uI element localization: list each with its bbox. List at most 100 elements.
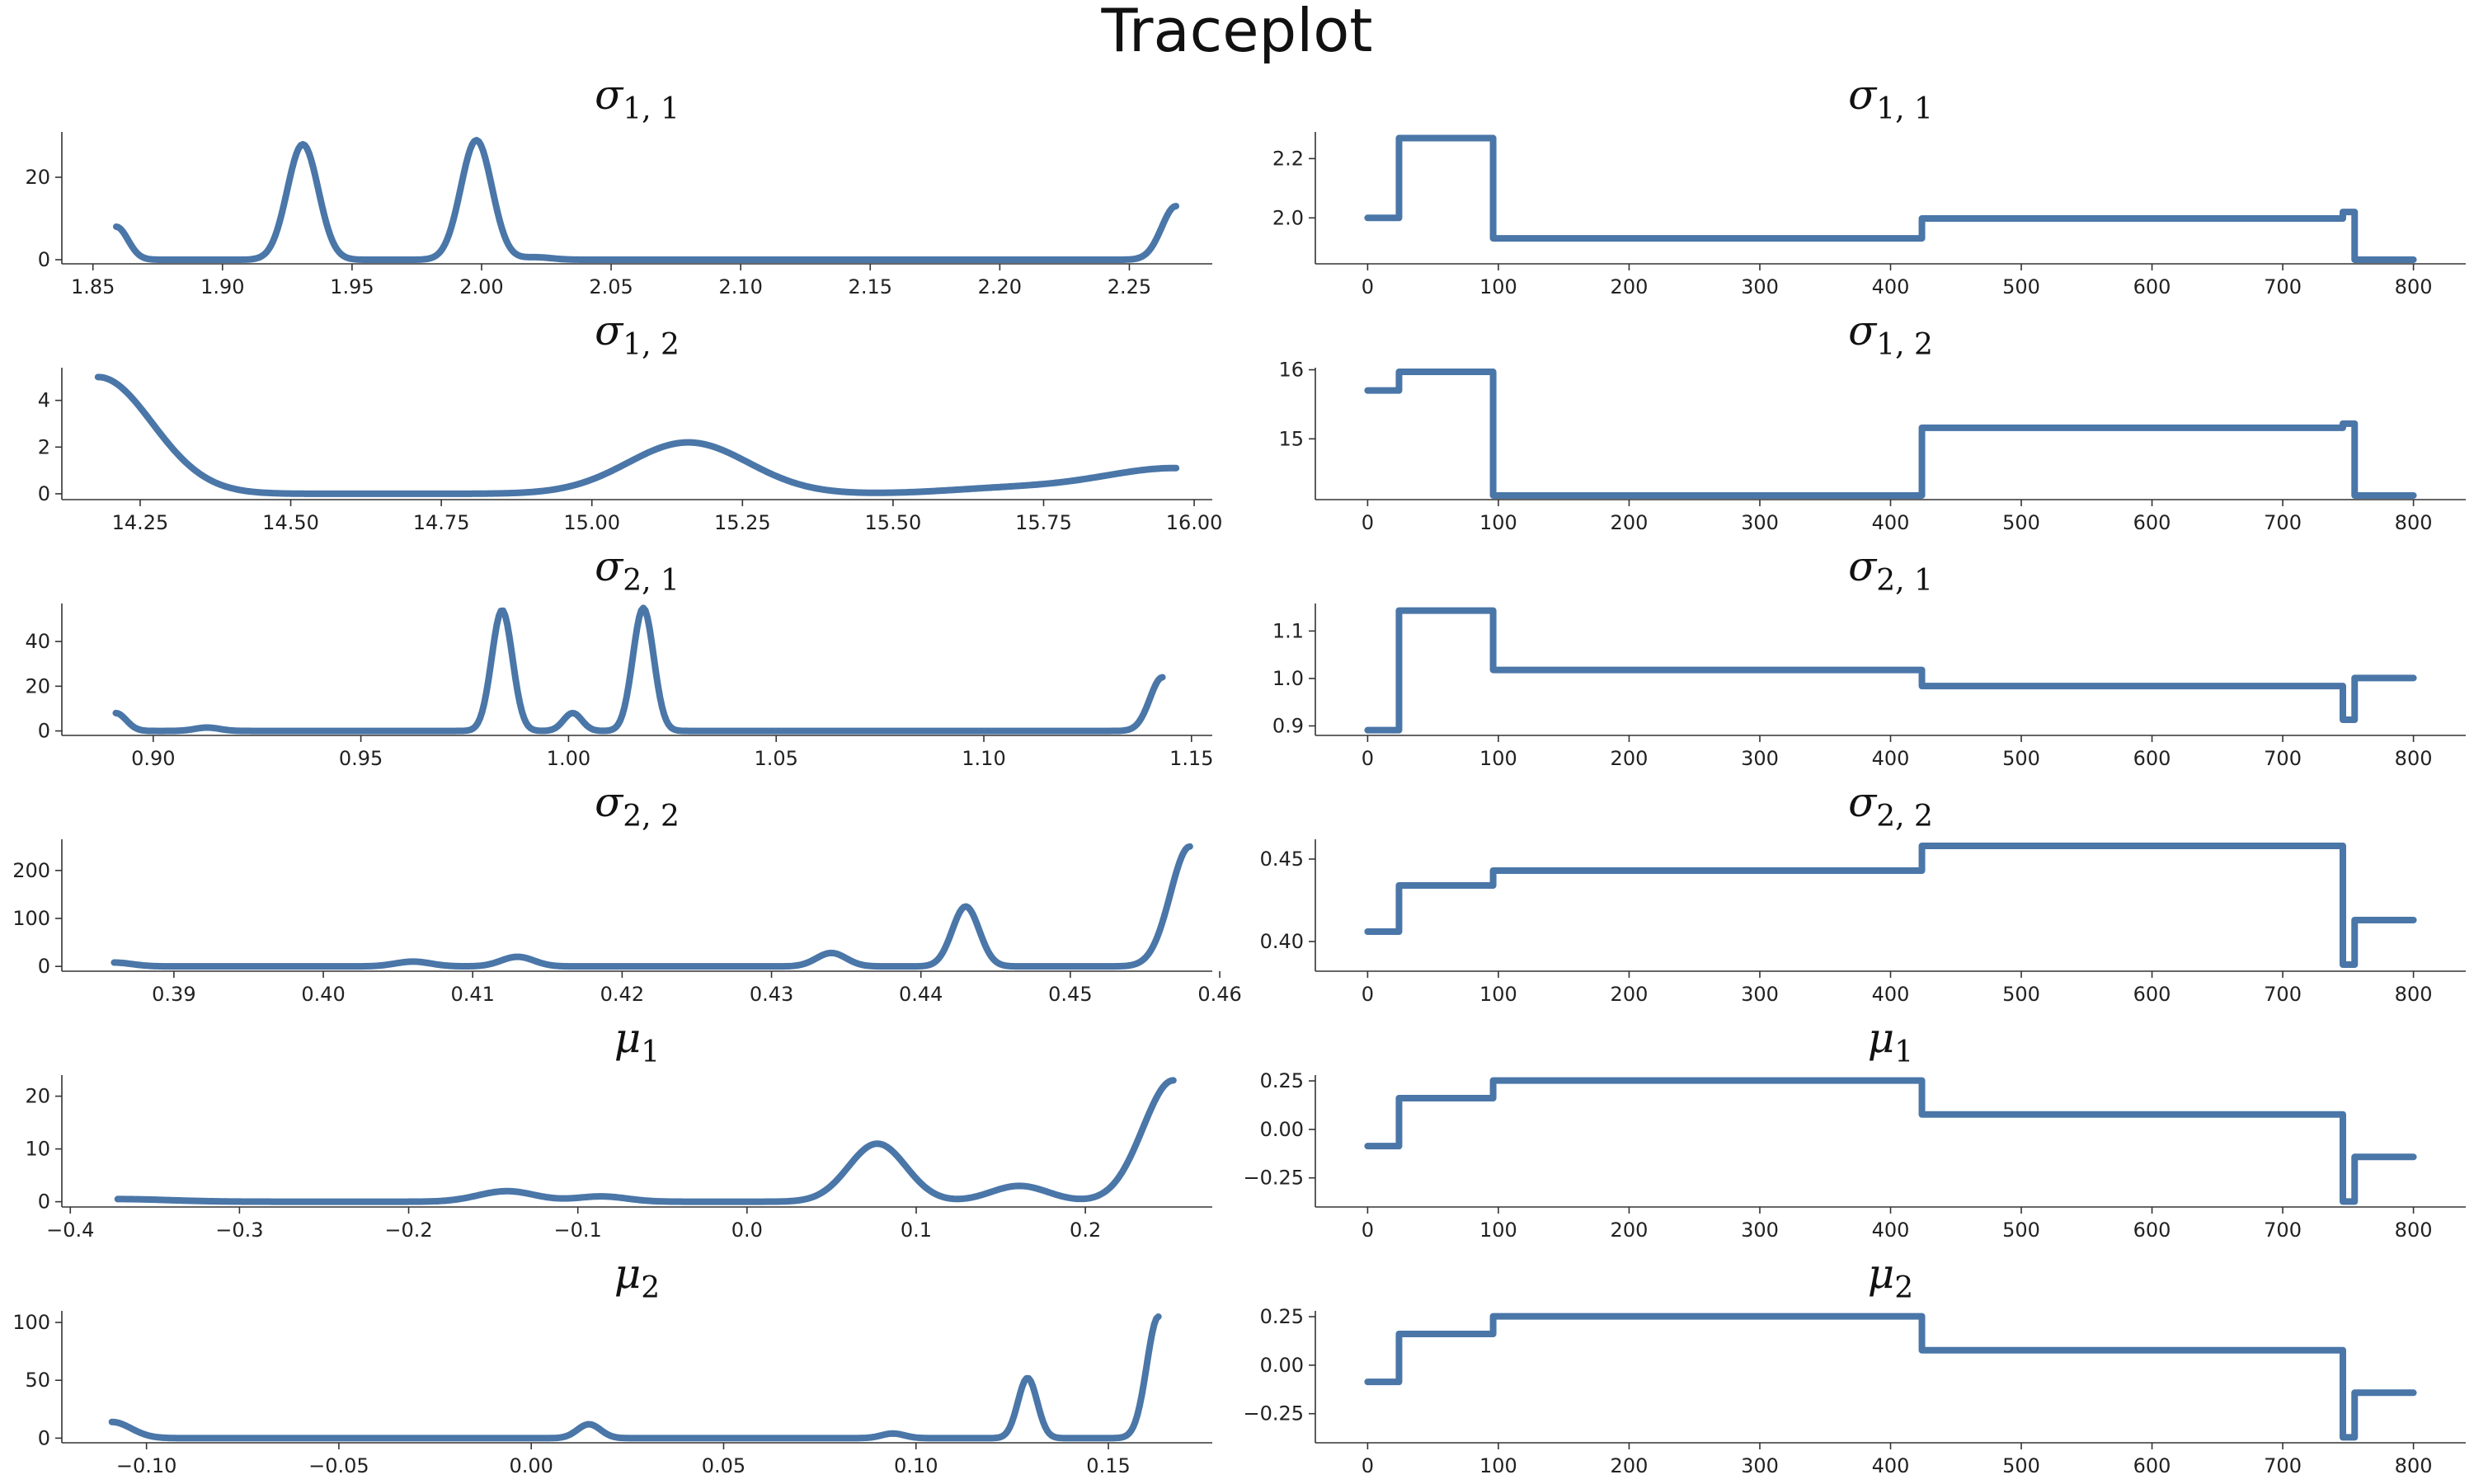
y-tick-label: 2 <box>38 435 50 458</box>
x-tick-label: 600 <box>2133 1454 2171 1477</box>
x-tick-label: 14.50 <box>262 511 319 534</box>
x-tick-label: 15.50 <box>865 511 922 534</box>
x-tick-label: 0.15 <box>1086 1454 1130 1477</box>
param-subscript: 1, 1 <box>1876 92 1933 126</box>
density-curve <box>114 1077 1177 1205</box>
x-tick-label: 800 <box>2395 511 2433 534</box>
y-tick-label: 2.0 <box>1272 206 1304 229</box>
x-tick-label: 100 <box>1479 983 1517 1006</box>
y-tick-label: 200 <box>12 859 50 882</box>
density-curve <box>94 373 1180 497</box>
x-tick-label: 0.40 <box>301 983 345 1006</box>
param-symbol: μ <box>614 1250 642 1298</box>
x-tick-label: 600 <box>2133 511 2171 534</box>
param-symbol: σ <box>595 542 624 590</box>
param-symbol: σ <box>1848 778 1878 826</box>
y-tick-label: 0 <box>38 720 50 743</box>
x-tick-label: 2.10 <box>718 275 762 298</box>
x-tick-label: 300 <box>1741 275 1779 298</box>
x-tick-label: 0.00 <box>509 1454 553 1477</box>
panel-title: μ2 <box>614 1250 660 1305</box>
x-tick-label: 500 <box>2002 983 2040 1006</box>
x-tick-label: 15.00 <box>563 511 620 534</box>
panel-trace-row-2: σ1, 2 0 100 200 300 400 500 600 700 800 15 16 <box>1278 307 2466 534</box>
x-tick-label: 16.00 <box>1166 511 1223 534</box>
y-tick-label: 10 <box>25 1138 50 1161</box>
x-tick-label: 400 <box>1872 275 1910 298</box>
x-tick-label: 1.85 <box>71 275 115 298</box>
param-subscript: 2, 1 <box>623 564 680 598</box>
x-tick-label: 2.25 <box>1108 275 1151 298</box>
x-tick-label: 1.05 <box>754 747 797 770</box>
panel-trace-row-3: σ2, 1 0 100 200 300 400 500 600 700 800 0.9 1.0 1.1 <box>1272 542 2466 770</box>
x-tick-label: 14.25 <box>112 511 169 534</box>
x-tick-label: 200 <box>1611 747 1649 770</box>
x-tick-label: 0.90 <box>131 747 175 770</box>
x-tick-label: 2.05 <box>589 275 633 298</box>
x-tick-label: 500 <box>2002 511 2040 534</box>
x-tick-label: 0.0 <box>731 1219 763 1242</box>
param-subscript: 1, 2 <box>623 328 680 362</box>
y-tick-label: 0.25 <box>1260 1305 1304 1328</box>
x-tick-label: 500 <box>2002 1219 2040 1242</box>
x-tick-label: 0.10 <box>894 1454 938 1477</box>
x-tick-label: 0 <box>1362 747 1374 770</box>
x-tick-label: 100 <box>1479 1454 1517 1477</box>
param-symbol: μ <box>614 1014 642 1062</box>
y-tick-label: 0.9 <box>1272 714 1304 737</box>
panel-title: σ1, 1 <box>595 71 680 126</box>
y-tick-label: 0 <box>38 955 50 978</box>
x-tick-label: 0.05 <box>702 1454 745 1477</box>
param-subscript: 2, 2 <box>1876 800 1933 834</box>
x-tick-label: 0.42 <box>600 983 644 1006</box>
x-tick-label: 15.25 <box>714 511 771 534</box>
trace-line <box>1364 1313 2417 1441</box>
x-tick-label: 400 <box>1872 1219 1910 1242</box>
x-tick-label: 400 <box>1872 511 1910 534</box>
x-tick-label: 0.95 <box>339 747 383 770</box>
x-tick-label: 14.75 <box>413 511 470 534</box>
x-tick-label: 700 <box>2264 983 2302 1006</box>
x-tick-label: 500 <box>2002 747 2040 770</box>
x-tick-label: 1.95 <box>330 275 374 298</box>
density-curve <box>111 843 1193 970</box>
y-tick-label: 0 <box>38 1426 50 1449</box>
x-tick-label: 600 <box>2133 275 2171 298</box>
y-tick-label: 2.2 <box>1272 147 1304 170</box>
y-tick-label: 100 <box>12 907 50 930</box>
y-tick-label: 0 <box>38 482 50 505</box>
x-tick-label: 400 <box>1872 747 1910 770</box>
x-tick-label: 800 <box>2395 275 2433 298</box>
x-tick-label: 200 <box>1611 511 1649 534</box>
x-tick-label: 400 <box>1872 983 1910 1006</box>
panel-title: μ1 <box>614 1014 660 1069</box>
x-tick-label: 700 <box>2264 747 2302 770</box>
param-subscript: 1 <box>1894 1036 1913 1069</box>
param-symbol: σ <box>595 71 624 119</box>
x-tick-label: 200 <box>1611 1454 1649 1477</box>
x-tick-label: 1.90 <box>200 275 244 298</box>
x-tick-label: 0.44 <box>899 983 943 1006</box>
x-tick-label: −0.1 <box>554 1219 602 1242</box>
panel-title: σ1, 2 <box>595 307 680 362</box>
y-tick-label: 1.0 <box>1272 667 1304 690</box>
x-tick-label: −0.05 <box>308 1454 369 1477</box>
y-tick-label: 4 <box>38 389 50 412</box>
x-tick-label: 0.39 <box>152 983 195 1006</box>
x-tick-label: 0 <box>1362 1454 1374 1477</box>
x-tick-label: 500 <box>2002 275 2040 298</box>
x-tick-label: 300 <box>1741 511 1779 534</box>
x-tick-label: 100 <box>1479 511 1517 534</box>
x-tick-label: 0.45 <box>1048 983 1092 1006</box>
y-tick-label: −0.25 <box>1243 1402 1304 1425</box>
panel-title: σ1, 1 <box>1848 71 1933 126</box>
x-tick-label: 2.15 <box>849 275 892 298</box>
y-tick-label: 20 <box>25 674 50 697</box>
x-tick-label: 700 <box>2264 275 2302 298</box>
panel-title: σ2, 2 <box>1848 778 1933 834</box>
y-tick-label: −0.25 <box>1243 1167 1304 1190</box>
y-tick-label: 0.00 <box>1260 1118 1304 1141</box>
panel-trace-row-5: μ1 0 100 200 300 400 500 600 700 800 −0.25 0.00 0.25 <box>1243 1014 2466 1242</box>
x-tick-label: 300 <box>1741 1454 1779 1477</box>
x-tick-label: 15.75 <box>1015 511 1072 534</box>
